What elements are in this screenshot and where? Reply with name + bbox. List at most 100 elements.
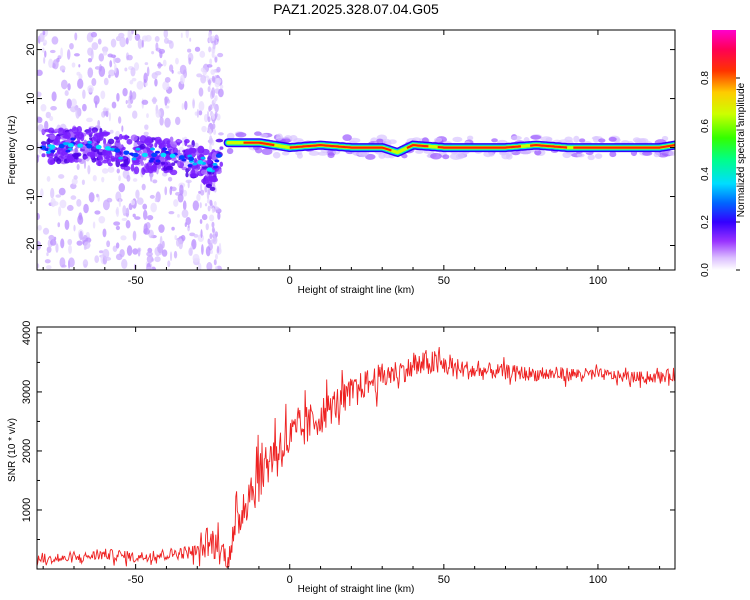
spectrogram-noise-blob — [86, 117, 93, 123]
snr-frame — [36, 326, 676, 570]
spectrogram-noise-blob — [171, 69, 174, 74]
spectrogram-noise-blob — [145, 34, 152, 42]
spectrogram-noise-blob — [117, 116, 122, 124]
spectrogram-noise-blob — [81, 179, 85, 186]
spectrogram-noise-blob — [37, 116, 43, 124]
spectrogram-noise-blob — [181, 209, 189, 218]
spectrogram-noise-blob — [77, 78, 84, 89]
spectrogram-signal-blob — [189, 173, 198, 178]
spectrogram-noise-blob — [75, 107, 80, 119]
spectrogram-noise-blob — [141, 99, 149, 105]
spectrogram-noise-blob — [136, 80, 144, 90]
spectrogram-noise-blob — [206, 64, 213, 68]
spectrogram-noise-blob — [208, 144, 212, 151]
spectrogram-ylabel: Frequency (Hz) — [7, 116, 18, 185]
spectrogram-noise-blob — [119, 249, 125, 258]
spectrogram-noise-blob — [173, 250, 178, 259]
spectrogram-noise-blob — [180, 32, 183, 39]
spectrogram-noise-blob — [121, 217, 128, 222]
spectrogram-noise-blob — [211, 226, 215, 233]
snr-background — [37, 327, 675, 569]
spectrogram-noise-blob — [42, 30, 46, 36]
spectrogram-halo-blob — [608, 136, 617, 142]
spectrogram-signal-blob — [56, 158, 62, 165]
spectrogram-y-tick-label: 20 — [25, 43, 37, 55]
spectrogram-noise-blob — [48, 58, 54, 68]
colorbar-ticks: 0.0 0.2 0.4 0.6 0.8 — [700, 71, 740, 277]
colorbar: 0.0 0.2 0.4 0.6 0.8 Normalized spectral ampl… — [700, 30, 747, 277]
spectrogram-noise-blob — [210, 69, 216, 75]
spectrogram-halo-blob — [534, 149, 542, 156]
spectrogram-noise-blob — [154, 78, 158, 87]
spectrogram-noise-blob — [91, 42, 99, 51]
spectrogram-noise-blob — [198, 100, 205, 112]
spectrogram-signal-blob — [106, 154, 110, 161]
spectrogram-noise-blob — [212, 43, 216, 50]
spectrogram-noise-blob — [213, 235, 217, 242]
spectrogram-frame — [36, 29, 676, 271]
spectrogram-ridge-core — [289, 143, 392, 152]
spectrogram-y-tick-label: -20 — [25, 238, 37, 254]
spectrogram-noise-blob — [187, 224, 190, 229]
spectrogram-noise-blob — [217, 52, 224, 58]
spectrogram-noise-blob — [37, 224, 42, 231]
spectrogram-noise-blob — [209, 199, 213, 206]
spectrogram-noise-blob — [150, 202, 157, 213]
spectrogram-noise-blob — [199, 219, 203, 224]
spectrogram-noise-blob — [185, 179, 192, 184]
spectrogram-noise-blob — [124, 67, 128, 72]
spectrogram-noise-blob — [143, 209, 148, 220]
spectrogram-noise-blob — [146, 214, 154, 221]
spectrogram-noise-blob — [154, 36, 160, 42]
spectrogram-noise-blob — [50, 187, 55, 199]
spectrogram-halo-blob — [433, 137, 443, 143]
snr-y-tick-label: 3000 — [21, 380, 33, 404]
spectrogram-signal-blob — [118, 156, 124, 160]
spectrogram-noise-blob — [101, 46, 109, 53]
spectrogram-noise-blob — [51, 91, 57, 102]
spectrogram-noise-blob — [179, 184, 184, 196]
spectrogram-noise-blob — [209, 58, 213, 65]
spectrogram-noise-blob — [83, 203, 89, 214]
spectrogram-noise-blob — [193, 257, 201, 262]
spectrogram-signal-blob — [200, 169, 209, 175]
spectrogram-noise-blob — [131, 30, 134, 35]
spectrogram-signal-blob — [53, 140, 61, 146]
spectrogram-noise-blob — [164, 76, 171, 83]
spectrogram-ridge-blob — [178, 155, 185, 160]
spectrogram-noise-blob — [90, 31, 98, 38]
spectrogram-noise-blob — [134, 33, 141, 41]
spectrogram-noise-blob — [94, 255, 100, 264]
spectrogram-ridge-blob — [123, 150, 130, 155]
spectrogram-noise-blob — [175, 238, 180, 247]
spectrogram-signal-blob — [83, 155, 89, 159]
spectrogram-noise-blob — [199, 189, 205, 196]
spectrogram-noise-blob — [129, 90, 133, 101]
spectrogram-noise-blob — [200, 74, 207, 84]
spectrogram-noise-blob — [184, 100, 188, 111]
spectrogram-noise-blob — [96, 193, 99, 198]
spectrogram-halo-blob — [576, 153, 585, 158]
spectrogram-halo-blob — [415, 149, 424, 154]
spectrogram-signal-blob — [124, 134, 129, 141]
spectrogram-halo-blob — [308, 150, 320, 156]
spectrogram-noise-blob — [94, 210, 101, 215]
spectrogram-noise-blob — [207, 86, 211, 93]
spectrogram-halo-blob — [442, 154, 450, 160]
spectrogram-noise-blob — [211, 87, 216, 99]
spectrogram-noise-blob — [185, 30, 189, 39]
spectrogram-noise-blob — [50, 197, 56, 208]
spectrogram-noise-blob — [125, 207, 130, 218]
spectrogram-noise-blob — [167, 176, 173, 182]
spectrogram-ridge-layer — [40, 138, 675, 172]
spectrogram-halo-blob — [365, 153, 376, 160]
spectrogram-noise-blob — [126, 174, 131, 182]
spectrogram-noise-blob — [67, 83, 71, 91]
spectrogram-x-tick-label: 0 — [287, 275, 293, 287]
spectrogram-signal-blob — [102, 159, 108, 164]
spectrogram-noise-blob — [100, 90, 106, 100]
spectrogram-noise-blob — [149, 172, 153, 183]
spectrogram-signal-blob — [159, 142, 163, 148]
spectrogram-signal-blob — [97, 160, 102, 167]
spectrogram-signal-blob — [85, 131, 94, 135]
